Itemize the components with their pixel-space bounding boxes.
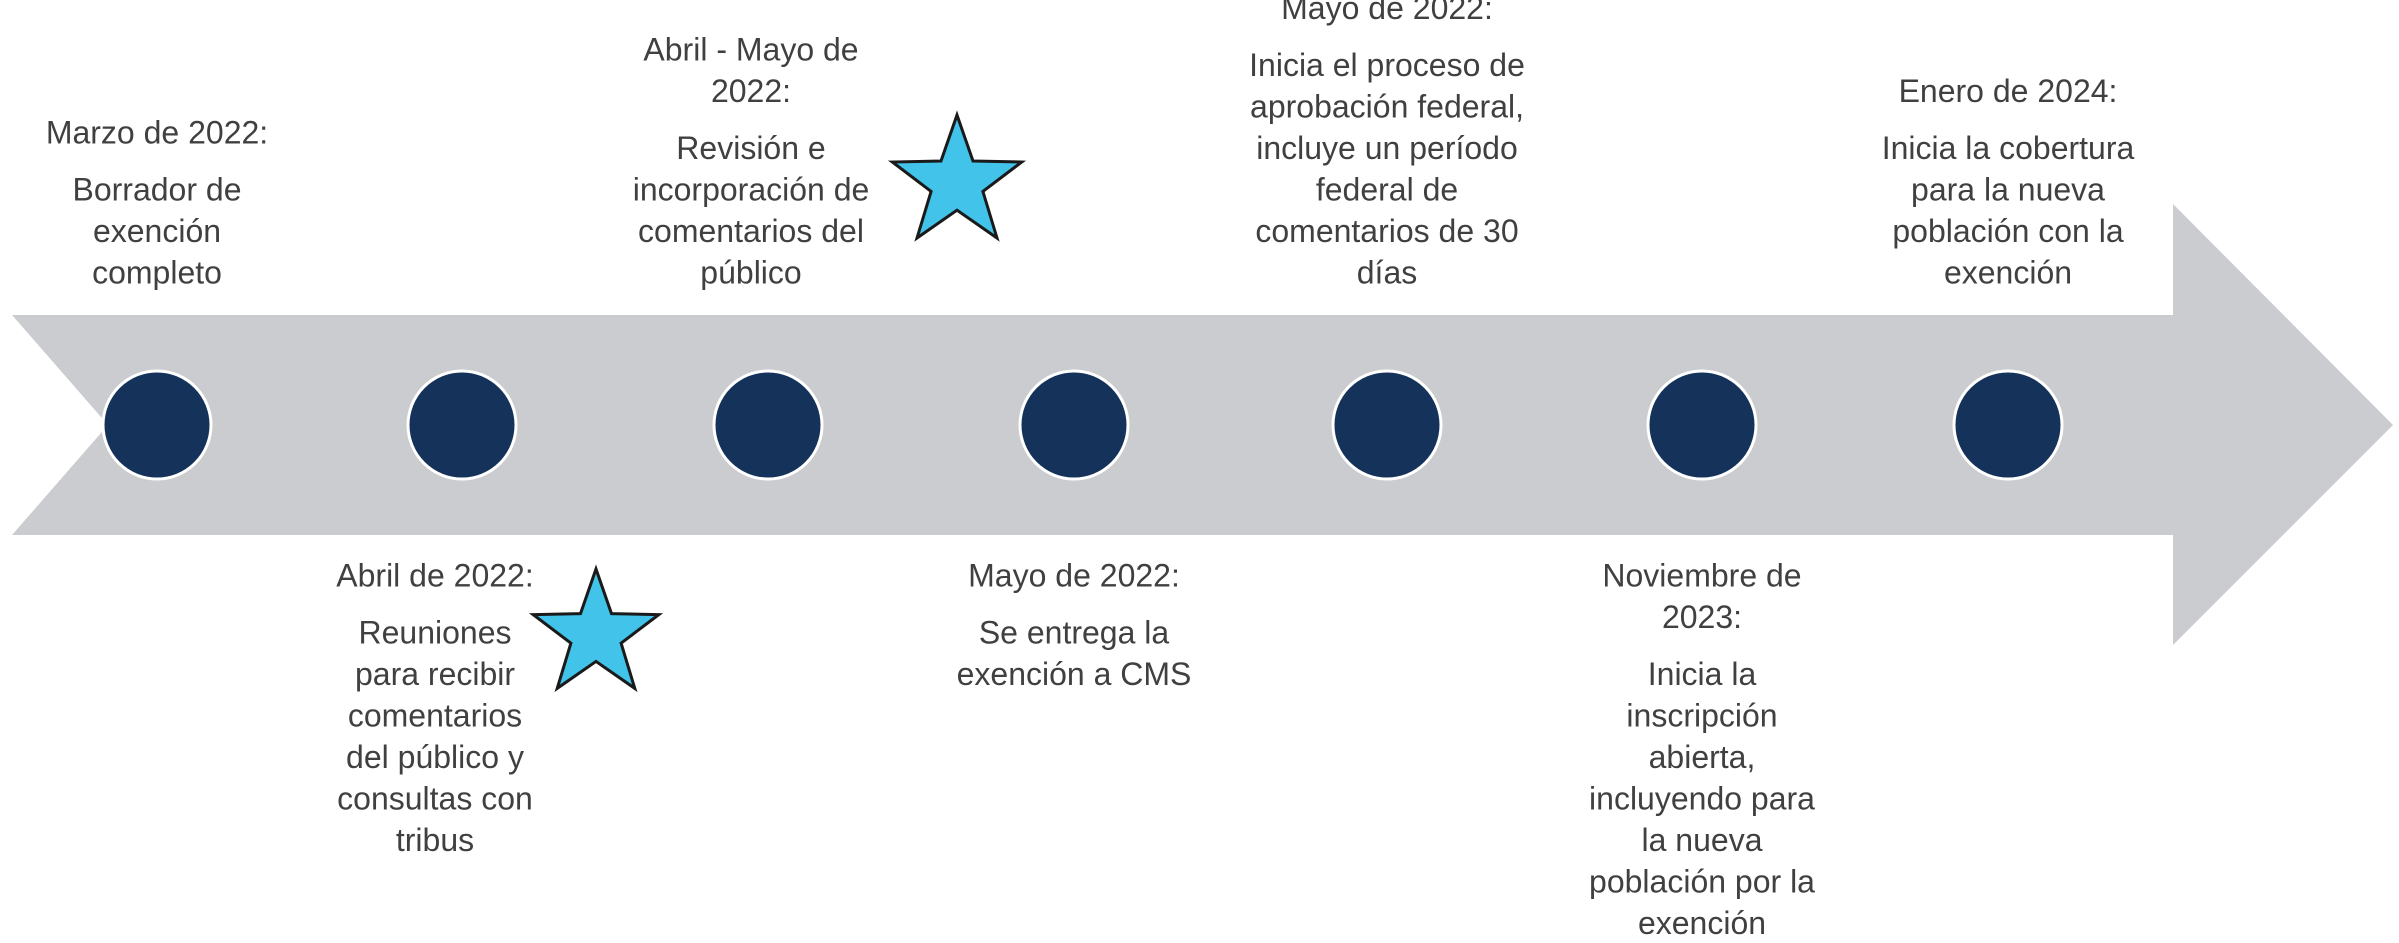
milestone-dot xyxy=(712,369,824,481)
milestone-dot xyxy=(1646,369,1758,481)
event-description: federal de xyxy=(1316,171,1458,207)
event-description: comentarios del xyxy=(638,213,864,249)
event-date: Abril de 2022: xyxy=(336,557,533,593)
milestone-dot xyxy=(1952,369,2064,481)
event-date: Mayo de 2022: xyxy=(968,557,1180,593)
event-description: aprobación federal, xyxy=(1250,88,1524,124)
event-description: incluye un período xyxy=(1256,130,1518,166)
event-description: tribus xyxy=(396,822,474,858)
event-description: para la nueva xyxy=(1911,171,2105,207)
event-description: Borrador de xyxy=(73,171,242,207)
milestone-dot xyxy=(1331,369,1443,481)
event-description: exención xyxy=(1638,905,1766,938)
event-date: Mayo de 2022: xyxy=(1281,0,1493,26)
event-date: Noviembre de xyxy=(1602,557,1801,593)
event-description: completo xyxy=(92,254,222,290)
event-date: 2022: xyxy=(711,73,791,109)
milestone-dot xyxy=(406,369,518,481)
milestone-dot xyxy=(101,369,213,481)
event-date: 2023: xyxy=(1662,599,1742,635)
event-description: exención a CMS xyxy=(957,656,1192,692)
star-icon xyxy=(887,110,1027,242)
event-description: Inicia la xyxy=(1648,656,1757,692)
event-description: exención xyxy=(1944,254,2072,290)
event-date: Marzo de 2022: xyxy=(46,114,268,150)
event-description: Inicia el proceso de xyxy=(1249,47,1525,83)
event-description: incluyendo para xyxy=(1589,780,1815,816)
event-description: comentarios de 30 xyxy=(1255,213,1518,249)
event-description: exención xyxy=(93,213,221,249)
event-description: la nueva xyxy=(1642,822,1763,858)
event-description: para recibir xyxy=(355,656,515,692)
event-description: población por la xyxy=(1589,863,1815,899)
event-description: abierta, xyxy=(1649,739,1756,775)
event-description: Revisión e xyxy=(676,130,825,166)
event-description: población con la xyxy=(1892,213,2123,249)
star-icon xyxy=(528,564,664,693)
event-description: Reuniones xyxy=(359,614,512,650)
event-description: del público y xyxy=(346,739,524,775)
event-date: Enero de 2024: xyxy=(1899,73,2118,109)
event-description: Se entrega la xyxy=(979,614,1170,650)
event-description: Inicia la cobertura xyxy=(1882,130,2135,166)
event-description: incorporación de xyxy=(633,171,870,207)
event-date: Abril - Mayo de xyxy=(643,31,858,67)
event-description: consultas con xyxy=(337,780,533,816)
event-description: comentarios xyxy=(348,697,522,733)
event-description: días xyxy=(1357,254,1417,290)
timeline-arrow xyxy=(12,204,2393,645)
event-description: público xyxy=(700,254,801,290)
event-description: inscripción xyxy=(1626,697,1777,733)
milestone-dot xyxy=(1018,369,1130,481)
